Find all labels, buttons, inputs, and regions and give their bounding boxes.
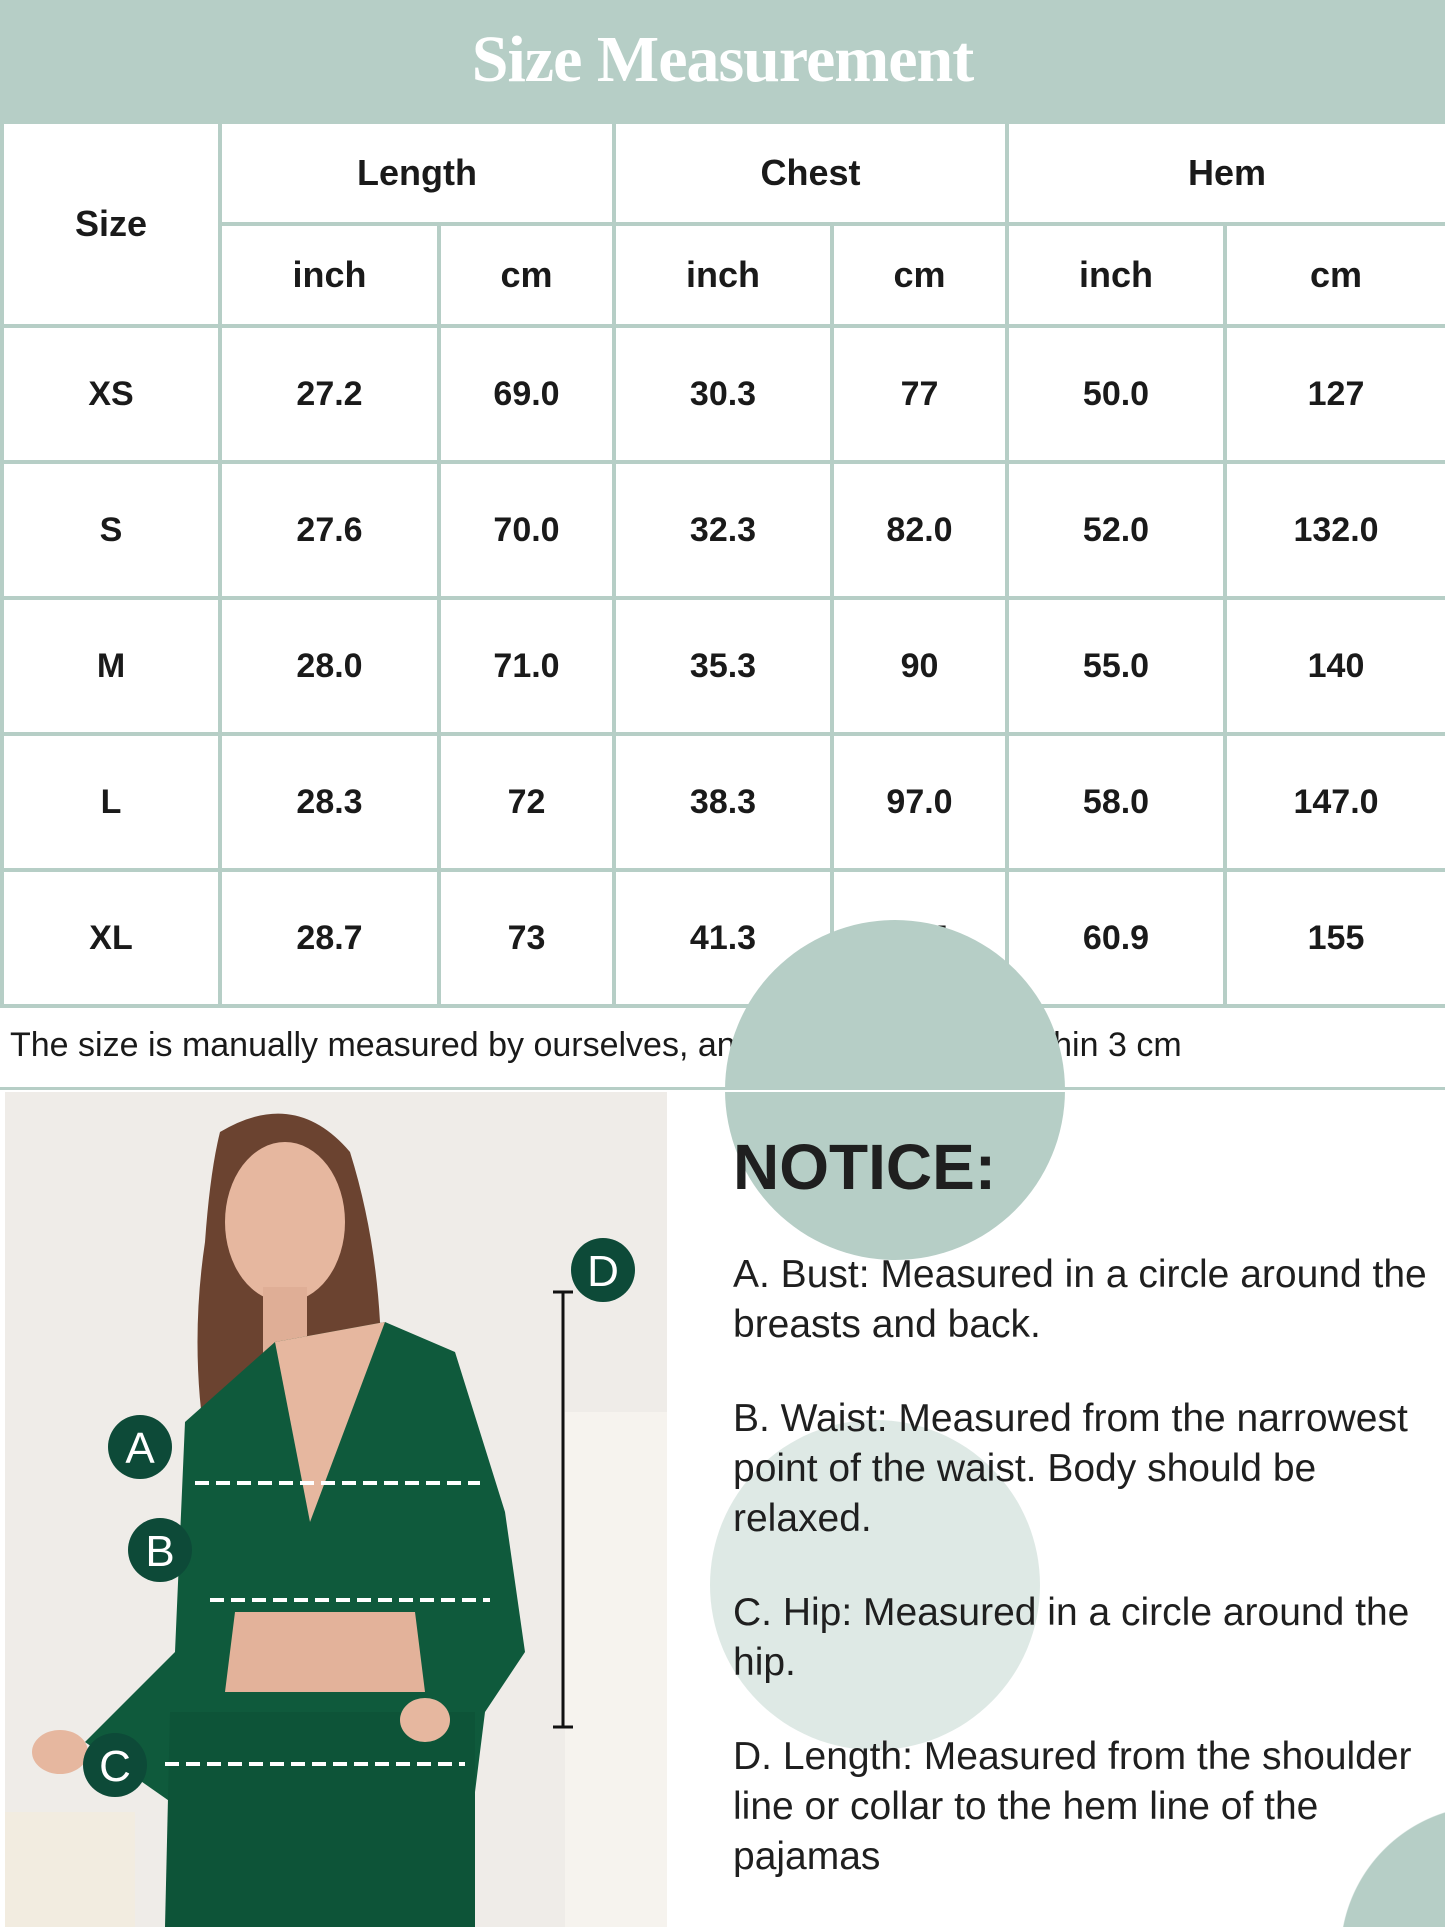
size-header: Size: [0, 120, 222, 328]
value-cell: 27.2: [218, 324, 441, 464]
notice-item-hip: C. Hip: Measured in a circle around the …: [733, 1591, 1410, 1684]
marker-b: B: [128, 1518, 192, 1582]
value-cell: 58.0: [1005, 732, 1228, 872]
value-cell: 155: [1223, 868, 1445, 1008]
value-cell: 90: [830, 596, 1010, 736]
table-row: XS 27.2 69.0 30.3 77 50.0 127: [0, 324, 1445, 464]
value-cell: 32.3: [612, 460, 835, 600]
size-cell: M: [0, 596, 222, 736]
value-cell: 52.0: [1005, 460, 1228, 600]
table-row: S 27.6 70.0 32.3 82.0 52.0 132.0: [0, 460, 1445, 600]
unit-header: inch: [218, 222, 441, 328]
value-cell: 69.0: [436, 324, 617, 464]
notice-item-length: D. Length: Measured from the shoulder li…: [733, 1735, 1412, 1878]
value-cell: 71.0: [436, 596, 617, 736]
value-cell: 132.0: [1223, 460, 1445, 600]
decor-circle: [1340, 1805, 1445, 1927]
unit-header: inch: [1005, 222, 1228, 328]
value-cell: 28.0: [218, 596, 441, 736]
model-photo: A B C D: [5, 1092, 667, 1927]
group-header-length: Length: [217, 120, 617, 226]
header-row-groups: Size Length Chest Hem: [0, 120, 1445, 328]
value-cell: 28.7: [218, 868, 441, 1008]
header-row-units: inch cm inch cm inch cm: [2, 222, 1445, 328]
measurement-note: The size is manually measured by ourselv…: [10, 1026, 1182, 1064]
value-cell: 60.9: [1005, 868, 1228, 1008]
unit-header: cm: [436, 222, 617, 328]
value-cell: 77: [830, 324, 1010, 464]
value-cell: 73: [436, 868, 617, 1008]
marker-c: C: [83, 1733, 147, 1797]
size-cell: XS: [0, 324, 222, 464]
notice-heading: NOTICE:: [733, 1131, 997, 1203]
value-cell: 27.6: [218, 460, 441, 600]
decor-circle: [710, 1420, 1040, 1750]
size-table: Size Length Chest Hem inch cm inch cm in…: [0, 120, 1445, 1008]
notice-item-waist: B. Waist: Measured from the narrowest po…: [733, 1397, 1408, 1540]
marker-a: A: [108, 1415, 172, 1479]
unit-header: cm: [1223, 222, 1445, 328]
table-row: L 28.3 72 38.3 97.0 58.0 147.0: [0, 732, 1445, 872]
page-title: Size Measurement: [471, 23, 974, 96]
marker-d: D: [571, 1238, 635, 1302]
svg-text:B: B: [145, 1527, 174, 1576]
value-cell: 140: [1223, 596, 1445, 736]
divider: [0, 1087, 1445, 1090]
value-cell: 30.3: [612, 324, 835, 464]
svg-text:C: C: [99, 1742, 131, 1791]
value-cell: 28.3: [218, 732, 441, 872]
unit-header: inch: [612, 222, 835, 328]
size-cell: S: [0, 460, 222, 600]
size-cell: XL: [0, 868, 222, 1008]
value-cell: 82.0: [830, 460, 1010, 600]
value-cell: 147.0: [1223, 732, 1445, 872]
value-cell: 70.0: [436, 460, 617, 600]
title-bar: Size Measurement: [0, 0, 1445, 120]
value-cell: 35.3: [612, 596, 835, 736]
value-cell: 72: [436, 732, 617, 872]
group-header-chest: Chest: [612, 120, 1010, 226]
table-row: M 28.0 71.0 35.3 90 55.0 140: [0, 596, 1445, 736]
notice-item-bust: A. Bust: Measured in a circle around the…: [733, 1253, 1427, 1346]
divider-gap: [667, 1090, 1445, 1092]
value-cell: 38.3: [612, 732, 835, 872]
unit-header: cm: [830, 222, 1010, 328]
value-cell: 55.0: [1005, 596, 1228, 736]
value-cell: 97.0: [830, 732, 1010, 872]
svg-text:A: A: [125, 1424, 155, 1473]
group-header-hem: Hem: [1005, 120, 1445, 226]
size-cell: L: [0, 732, 222, 872]
svg-text:D: D: [587, 1247, 619, 1296]
value-cell: 127: [1223, 324, 1445, 464]
value-cell: 50.0: [1005, 324, 1228, 464]
